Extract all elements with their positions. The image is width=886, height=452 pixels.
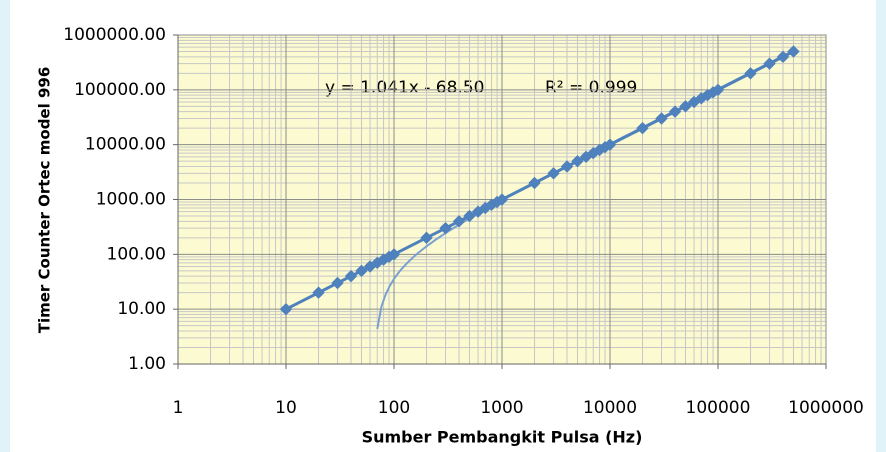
- point: [495, 193, 509, 206]
- point: [528, 176, 541, 190]
- point: [603, 138, 617, 151]
- x-tick-label: 100: [378, 398, 410, 418]
- x-tick-label: 100000: [686, 398, 751, 418]
- point: [636, 121, 649, 135]
- point: [668, 105, 682, 118]
- point: [463, 209, 476, 223]
- x-tick-label: 1000000: [788, 398, 864, 418]
- point: [560, 160, 574, 173]
- point: [312, 286, 325, 299]
- x-tick-label: 10000: [583, 398, 637, 418]
- x-axis-title: Sumber Pembangkit Pulsa (Hz): [362, 428, 643, 447]
- point: [344, 269, 358, 283]
- point: [679, 100, 692, 113]
- point: [279, 302, 293, 316]
- point: [655, 112, 668, 125]
- point: [776, 50, 790, 64]
- y-tick-label: 100.00: [107, 244, 166, 264]
- x-tick-label: 10: [275, 398, 297, 418]
- point: [571, 154, 584, 168]
- y-tick-label: 100000.00: [74, 80, 166, 100]
- y-tick-label: 1.00: [128, 354, 166, 374]
- point: [744, 67, 757, 80]
- x-tick-label: 1: [173, 398, 184, 418]
- y-axis-title: Timer Counter Ortec model 996: [36, 67, 54, 334]
- point: [452, 215, 466, 228]
- point: [787, 45, 800, 58]
- y-tick-label: 10000.00: [85, 135, 166, 155]
- point: [547, 167, 560, 180]
- annotation: y = 1.041x - 68.50: [325, 78, 484, 98]
- point: [331, 276, 344, 290]
- point: [387, 248, 401, 261]
- point: [439, 221, 452, 235]
- point: [711, 83, 725, 97]
- point: [763, 57, 776, 70]
- x-tick-label: 1000: [480, 398, 523, 418]
- y-tick-label: 10.00: [117, 299, 166, 319]
- y-tick-label: 1000.00: [96, 190, 166, 210]
- y-tick-label: 1000000.00: [63, 25, 166, 45]
- annotation: R² = 0.999: [545, 78, 637, 98]
- point: [420, 231, 433, 245]
- point: [355, 264, 368, 278]
